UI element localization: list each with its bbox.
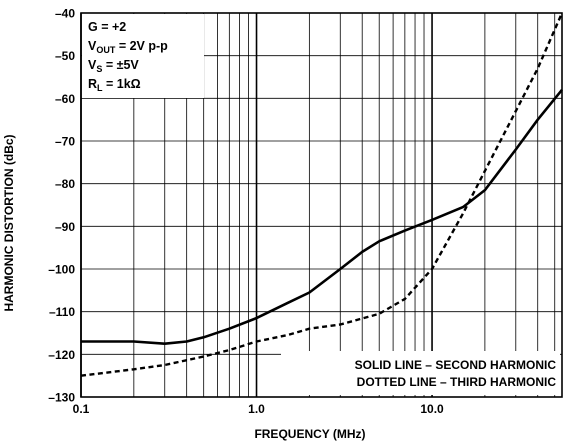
series-second-harmonic-line [81,88,563,345]
y-tick-label: –50 [55,49,75,63]
y-tick-label: –120 [48,348,75,362]
y-tick-label: –70 [55,135,75,149]
y-tick-label: –100 [48,263,75,277]
x-tick-label: 0.1 [73,402,90,416]
test-conditions: G = +2 VOUT = 2V p-p VS = ±5V RL = 1kΩ [82,14,204,98]
series-third-harmonic-line [80,12,563,377]
y-tick-label: –110 [49,305,75,319]
legend-entry: SOLID LINE – SECOND HARMONIC [355,358,557,372]
plot-border [80,12,563,398]
x-axis-title: FREQUENCY (MHz) [254,427,365,441]
condition-text: RL = 1kΩ [88,77,141,93]
condition-text: VOUT = 2V p-p [88,39,168,55]
grid [80,12,562,398]
legend-entry: DOTTED LINE – THIRD HARMONIC [357,375,557,389]
legend-box [281,351,560,395]
condition-text: G = +2 [88,20,126,34]
conditions-box [82,14,204,98]
y-axis-title: HARMONIC DISTORTION (dBc) [2,134,16,311]
x-tick-label: 10.0 [420,402,444,416]
y-tick-label: –80 [55,177,75,191]
y-tick-label: –40 [55,7,75,21]
y-tick-label: –60 [55,92,75,106]
y-tick-label: –130 [48,391,75,405]
series-layer [80,12,563,377]
plot-frame [80,12,563,398]
condition-text: VS = ±5V [88,58,139,74]
y-tick-label: –90 [55,220,75,234]
legend: SOLID LINE – SECOND HARMONIC DOTTED LINE … [281,351,560,395]
x-tick-label: 1.0 [248,402,265,416]
